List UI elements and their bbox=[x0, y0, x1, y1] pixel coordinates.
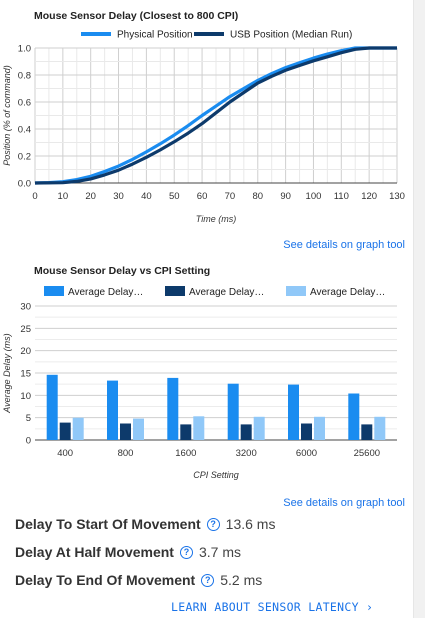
x-tick-label: 90 bbox=[280, 191, 291, 202]
learn-sensor-latency-link[interactable]: LEARN ABOUT SENSOR LATENCY › bbox=[171, 600, 374, 614]
x-tick-label: 6000 bbox=[296, 448, 317, 459]
x-tick-label: 110 bbox=[334, 191, 349, 202]
stat-value: 13.6 ms bbox=[225, 516, 276, 532]
x-tick-label: 25600 bbox=[354, 448, 380, 459]
x-tick-label: 80 bbox=[252, 191, 263, 202]
y-tick-label: 25 bbox=[20, 324, 31, 335]
y-tick-label: 0.6 bbox=[18, 98, 31, 109]
legend-label: Average Delay… bbox=[189, 287, 264, 298]
bar bbox=[46, 374, 58, 440]
help-icon[interactable]: ? bbox=[206, 517, 220, 531]
bar bbox=[180, 424, 192, 440]
x-tick-label: 400 bbox=[57, 448, 73, 459]
x-tick-label: 50 bbox=[169, 191, 180, 202]
page-scrollbar[interactable] bbox=[413, 0, 425, 618]
bar bbox=[72, 417, 84, 440]
legend-label: Physical Position bbox=[117, 30, 193, 41]
graph-tool-link-2[interactable]: See details on graph tool bbox=[283, 497, 405, 509]
x-tick-label: 60 bbox=[197, 191, 208, 202]
y-tick-label: 0.0 bbox=[18, 179, 31, 190]
bar bbox=[133, 418, 144, 440]
help-icon[interactable]: ? bbox=[201, 573, 215, 587]
x-tick-label: 1600 bbox=[175, 448, 196, 459]
bar bbox=[253, 416, 265, 440]
stat-label: Delay At Half Movement bbox=[15, 544, 174, 560]
stat-half-movement: Delay At Half Movement ? 3.7 ms bbox=[15, 544, 241, 560]
bar bbox=[301, 423, 312, 440]
bar-chart: 0 5 10 15 20 25 30 400 800 1600 3200 6000 25600 CPI S… bbox=[2, 286, 397, 480]
x-tick-label: 100 bbox=[306, 191, 322, 202]
graph-tool-link-1[interactable]: See details on graph tool bbox=[283, 239, 405, 251]
line-chart-title: Mouse Sensor Delay (Closest to 800 CPI) bbox=[34, 10, 239, 22]
y-tick-label: 0.4 bbox=[18, 125, 31, 136]
y-tick-label: 30 bbox=[20, 302, 31, 313]
bar bbox=[107, 380, 118, 440]
x-tick-label: 70 bbox=[225, 191, 236, 202]
x-tick-label: 30 bbox=[113, 191, 124, 202]
bar bbox=[227, 383, 239, 440]
stat-end-of-movement: Delay To End Of Movement ? 5.2 ms bbox=[15, 572, 262, 588]
x-tick-label: 130 bbox=[389, 191, 405, 202]
series-line-usb-position bbox=[34, 46, 397, 185]
y-tick-label: 10 bbox=[20, 391, 31, 402]
bar bbox=[314, 416, 325, 440]
bar bbox=[240, 424, 252, 440]
y-tick-label: 20 bbox=[20, 346, 31, 357]
legend-label: Average Delay… bbox=[310, 287, 385, 298]
bar bbox=[348, 393, 360, 440]
legend-swatch bbox=[286, 286, 306, 296]
legend-swatch bbox=[165, 286, 185, 296]
x-tick-label: 20 bbox=[85, 191, 96, 202]
legend-label: USB Position (Median Run) bbox=[230, 30, 352, 41]
y-tick-label: 1.0 bbox=[18, 44, 31, 55]
y-tick-label: 0.2 bbox=[18, 152, 31, 163]
x-tick-label: 0 bbox=[32, 191, 37, 202]
bar bbox=[361, 424, 373, 440]
bar bbox=[288, 384, 299, 440]
x-tick-label: 800 bbox=[118, 448, 134, 459]
bar bbox=[120, 423, 131, 440]
y-tick-label: 15 bbox=[20, 369, 31, 380]
x-tick-label: 10 bbox=[58, 191, 69, 202]
y-tick-label: 5 bbox=[26, 413, 31, 424]
stat-value: 5.2 ms bbox=[220, 572, 263, 588]
stat-label: Delay To Start Of Movement bbox=[15, 516, 201, 532]
bar bbox=[374, 416, 386, 440]
legend-swatch bbox=[44, 286, 64, 296]
y-axis-title: Position (% of command) bbox=[2, 65, 12, 166]
x-tick-label: 40 bbox=[141, 191, 152, 202]
x-tick-label: 120 bbox=[361, 191, 377, 202]
stat-label: Delay To End Of Movement bbox=[15, 572, 196, 588]
x-axis-title: Time (ms) bbox=[196, 214, 236, 224]
stat-start-of-movement: Delay To Start Of Movement ? 13.6 ms bbox=[15, 516, 275, 532]
bar bbox=[193, 416, 205, 440]
y-tick-label: 0.8 bbox=[18, 71, 31, 82]
series-line-physical-position bbox=[34, 46, 397, 185]
bar bbox=[59, 422, 71, 440]
x-tick-label: 3200 bbox=[236, 448, 257, 459]
bar-chart-title: Mouse Sensor Delay vs CPI Setting bbox=[34, 265, 211, 277]
y-tick-label: 0 bbox=[26, 436, 31, 447]
help-icon[interactable]: ? bbox=[179, 545, 193, 559]
x-axis-title: CPI Setting bbox=[193, 470, 239, 480]
legend-label: Average Delay… bbox=[68, 287, 143, 298]
y-axis-title: Average Delay (ms) bbox=[2, 333, 12, 413]
line-chart: 0 10 20 30 40 50 60 70 80 90 100 110 120 130 0.0 0.2 0.4… bbox=[2, 30, 405, 225]
bar bbox=[167, 377, 179, 440]
stat-value: 3.7 ms bbox=[198, 544, 241, 560]
